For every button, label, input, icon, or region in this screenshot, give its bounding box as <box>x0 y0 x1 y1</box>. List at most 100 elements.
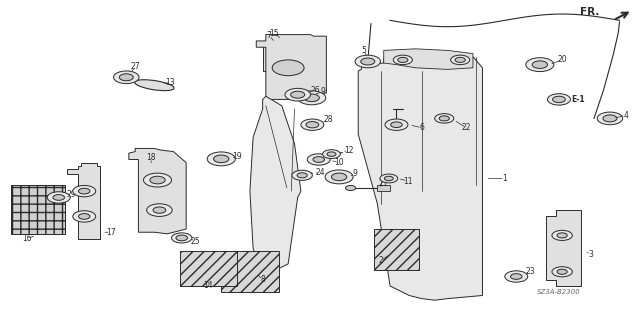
Circle shape <box>385 119 408 130</box>
Circle shape <box>73 185 96 197</box>
Circle shape <box>298 91 326 105</box>
Polygon shape <box>358 57 483 300</box>
Circle shape <box>391 122 402 128</box>
Text: 23: 23 <box>525 267 535 276</box>
Circle shape <box>304 94 319 102</box>
Circle shape <box>451 55 470 65</box>
Text: 11: 11 <box>403 176 413 186</box>
Text: 12: 12 <box>344 145 353 154</box>
Circle shape <box>323 150 340 159</box>
Circle shape <box>285 88 310 101</box>
Circle shape <box>119 74 133 81</box>
Circle shape <box>214 155 229 163</box>
Text: 28: 28 <box>324 115 333 124</box>
Text: 29: 29 <box>67 190 76 199</box>
Circle shape <box>435 114 454 123</box>
Circle shape <box>292 170 312 180</box>
Circle shape <box>552 96 565 103</box>
Text: 20: 20 <box>557 56 567 64</box>
Circle shape <box>380 174 397 183</box>
Bar <box>221 251 278 292</box>
Circle shape <box>291 91 305 98</box>
Text: 27: 27 <box>131 62 140 71</box>
Text: 24: 24 <box>315 168 325 177</box>
Text: E-1: E-1 <box>572 95 586 104</box>
Circle shape <box>73 211 96 222</box>
Text: 26: 26 <box>310 86 320 95</box>
Circle shape <box>327 152 336 156</box>
Text: 21: 21 <box>379 179 388 188</box>
Bar <box>180 251 237 286</box>
Text: 5: 5 <box>361 46 366 55</box>
Ellipse shape <box>134 80 174 91</box>
Text: 9: 9 <box>353 169 358 178</box>
Polygon shape <box>546 210 581 286</box>
Text: SZ3A-B2300: SZ3A-B2300 <box>537 289 581 295</box>
Circle shape <box>176 235 188 241</box>
Polygon shape <box>256 34 326 100</box>
Text: 13: 13 <box>166 78 175 86</box>
Circle shape <box>150 176 165 184</box>
Circle shape <box>297 173 307 178</box>
Text: 25: 25 <box>191 237 200 246</box>
Circle shape <box>505 271 528 282</box>
Circle shape <box>306 122 319 128</box>
Circle shape <box>53 195 65 200</box>
Circle shape <box>603 115 617 122</box>
Polygon shape <box>262 38 291 76</box>
Bar <box>374 229 419 270</box>
Circle shape <box>153 207 166 213</box>
Text: 8: 8 <box>260 275 265 284</box>
Circle shape <box>532 61 547 69</box>
Circle shape <box>557 269 567 274</box>
Text: 2: 2 <box>378 256 383 265</box>
Circle shape <box>385 176 394 181</box>
Circle shape <box>325 170 353 184</box>
Text: 6: 6 <box>419 123 424 132</box>
Circle shape <box>207 152 236 166</box>
Circle shape <box>47 192 70 203</box>
Circle shape <box>597 112 623 125</box>
Circle shape <box>301 119 324 130</box>
Circle shape <box>332 173 347 181</box>
Circle shape <box>143 173 172 187</box>
Circle shape <box>272 60 304 76</box>
Text: 15: 15 <box>269 28 279 38</box>
Text: 18: 18 <box>147 153 156 162</box>
Text: 10: 10 <box>334 158 344 167</box>
Circle shape <box>439 116 449 121</box>
Circle shape <box>355 55 381 68</box>
Polygon shape <box>129 148 186 234</box>
Text: 1: 1 <box>502 174 507 183</box>
Circle shape <box>511 274 522 279</box>
Circle shape <box>397 57 408 63</box>
Text: 7: 7 <box>267 31 271 40</box>
Text: 3: 3 <box>588 250 593 259</box>
Text: 9: 9 <box>321 87 326 96</box>
Circle shape <box>552 230 572 241</box>
Circle shape <box>455 57 465 63</box>
Polygon shape <box>250 96 301 273</box>
Text: 17: 17 <box>106 228 116 237</box>
Text: FR.: FR. <box>580 7 599 18</box>
Circle shape <box>79 188 90 194</box>
Circle shape <box>313 157 324 162</box>
Bar <box>378 185 390 191</box>
Text: 14: 14 <box>204 281 213 291</box>
Circle shape <box>526 58 554 71</box>
Circle shape <box>79 214 90 219</box>
Circle shape <box>394 55 412 65</box>
Text: 22: 22 <box>462 123 471 132</box>
Circle shape <box>552 267 572 277</box>
Circle shape <box>346 185 356 190</box>
Polygon shape <box>67 163 100 239</box>
Polygon shape <box>384 49 473 69</box>
Circle shape <box>147 204 172 216</box>
Circle shape <box>113 71 139 84</box>
Circle shape <box>307 154 330 165</box>
Circle shape <box>547 94 570 105</box>
Bar <box>11 185 65 234</box>
Circle shape <box>557 233 567 238</box>
Text: 19: 19 <box>232 152 242 161</box>
Text: 16: 16 <box>22 234 32 243</box>
